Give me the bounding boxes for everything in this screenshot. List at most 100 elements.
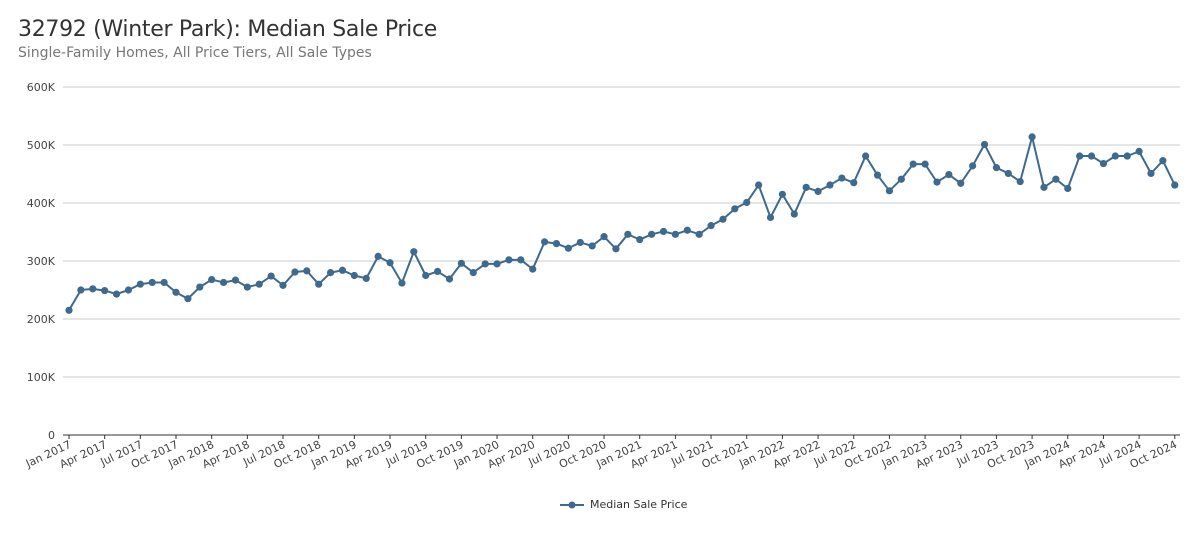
- data-point[interactable]: [243, 283, 251, 291]
- data-point[interactable]: [410, 248, 418, 256]
- data-point[interactable]: [303, 267, 311, 275]
- data-point[interactable]: [897, 175, 905, 183]
- data-point[interactable]: [838, 174, 846, 182]
- data-point[interactable]: [101, 286, 109, 295]
- data-point[interactable]: [208, 275, 216, 284]
- data-point[interactable]: [683, 226, 691, 234]
- data-point[interactable]: [814, 187, 822, 195]
- data-point[interactable]: [1147, 169, 1155, 178]
- data-point[interactable]: [386, 259, 394, 267]
- data-point[interactable]: [517, 256, 525, 264]
- data-point[interactable]: [493, 260, 501, 268]
- data-point[interactable]: [136, 280, 144, 288]
- data-point[interactable]: [231, 276, 240, 284]
- data-point[interactable]: [1099, 159, 1108, 168]
- data-point[interactable]: [1016, 177, 1024, 186]
- data-point[interactable]: [1111, 152, 1119, 160]
- data-point[interactable]: [802, 183, 810, 191]
- data-point[interactable]: [980, 140, 989, 149]
- data-point[interactable]: [826, 181, 834, 189]
- data-point[interactable]: [172, 288, 180, 296]
- data-point[interactable]: [160, 278, 168, 287]
- data-point[interactable]: [624, 230, 632, 238]
- data-point[interactable]: [267, 272, 275, 280]
- data-point[interactable]: [398, 279, 406, 287]
- data-point[interactable]: [1171, 181, 1179, 189]
- data-point[interactable]: [648, 230, 656, 238]
- data-point[interactable]: [600, 233, 608, 241]
- data-point[interactable]: [921, 160, 929, 168]
- data-point[interactable]: [124, 286, 133, 294]
- data-point[interactable]: [469, 269, 477, 277]
- data-point[interactable]: [112, 290, 121, 298]
- data-point[interactable]: [933, 178, 941, 186]
- data-point[interactable]: [65, 306, 73, 314]
- data-point[interactable]: [505, 256, 513, 264]
- data-point[interactable]: [719, 215, 727, 223]
- data-point[interactable]: [338, 266, 347, 274]
- data-point[interactable]: [1028, 133, 1036, 141]
- data-point[interactable]: [636, 235, 644, 244]
- data-point[interactable]: [219, 278, 228, 287]
- data-point[interactable]: [552, 240, 561, 248]
- chart-subtitle: Single-Family Homes, All Price Tiers, Al…: [18, 45, 372, 61]
- data-point[interactable]: [362, 274, 370, 282]
- data-point[interactable]: [422, 271, 430, 280]
- data-point[interactable]: [945, 170, 953, 179]
- data-point[interactable]: [862, 152, 870, 160]
- data-point[interactable]: [755, 181, 763, 189]
- data-point[interactable]: [77, 286, 85, 294]
- data-point[interactable]: [909, 160, 917, 168]
- data-point[interactable]: [588, 242, 596, 250]
- data-point[interactable]: [576, 238, 584, 247]
- series-line: [68, 135, 1176, 311]
- data-point[interactable]: [481, 260, 489, 268]
- data-point[interactable]: [529, 265, 537, 273]
- data-point[interactable]: [1135, 147, 1143, 155]
- data-point[interactable]: [291, 268, 299, 276]
- data-point[interactable]: [873, 171, 882, 179]
- legend[interactable]: Median Sale Price: [560, 498, 687, 511]
- data-point[interactable]: [350, 271, 358, 280]
- data-point[interactable]: [1004, 169, 1012, 178]
- data-point[interactable]: [315, 280, 323, 288]
- data-point[interactable]: [695, 230, 703, 238]
- data-point[interactable]: [89, 285, 97, 293]
- data-point[interactable]: [1087, 152, 1096, 160]
- data-point[interactable]: [445, 275, 454, 283]
- data-point[interactable]: [1052, 175, 1060, 183]
- data-point[interactable]: [707, 222, 715, 230]
- data-point[interactable]: [1064, 184, 1072, 193]
- data-point[interactable]: [743, 198, 751, 207]
- y-tick-label: 600K: [27, 81, 56, 94]
- data-point[interactable]: [184, 295, 192, 303]
- data-point[interactable]: [790, 210, 798, 218]
- data-point[interactable]: [731, 205, 739, 213]
- data-point[interactable]: [1076, 152, 1084, 160]
- data-point[interactable]: [1123, 152, 1131, 160]
- data-point[interactable]: [564, 244, 572, 252]
- data-point[interactable]: [433, 267, 442, 276]
- data-point[interactable]: [992, 164, 1001, 172]
- data-point[interactable]: [885, 187, 894, 195]
- data-point[interactable]: [850, 179, 858, 187]
- data-point[interactable]: [374, 252, 382, 260]
- data-point[interactable]: [148, 278, 156, 287]
- data-point[interactable]: [279, 281, 287, 289]
- data-point[interactable]: [541, 238, 549, 246]
- data-point[interactable]: [671, 230, 679, 238]
- data-point[interactable]: [957, 179, 965, 187]
- data-point[interactable]: [766, 213, 775, 222]
- data-point[interactable]: [326, 269, 335, 277]
- data-point[interactable]: [1040, 183, 1048, 191]
- data-point[interactable]: [255, 280, 263, 288]
- data-point[interactable]: [659, 227, 668, 236]
- data-point[interactable]: [457, 259, 465, 267]
- data-point[interactable]: [1159, 157, 1167, 165]
- data-point[interactable]: [778, 190, 787, 198]
- data-point[interactable]: [969, 162, 977, 170]
- legend-line-marker-icon: [560, 501, 584, 508]
- data-point[interactable]: [196, 283, 204, 291]
- data-point[interactable]: [612, 245, 620, 253]
